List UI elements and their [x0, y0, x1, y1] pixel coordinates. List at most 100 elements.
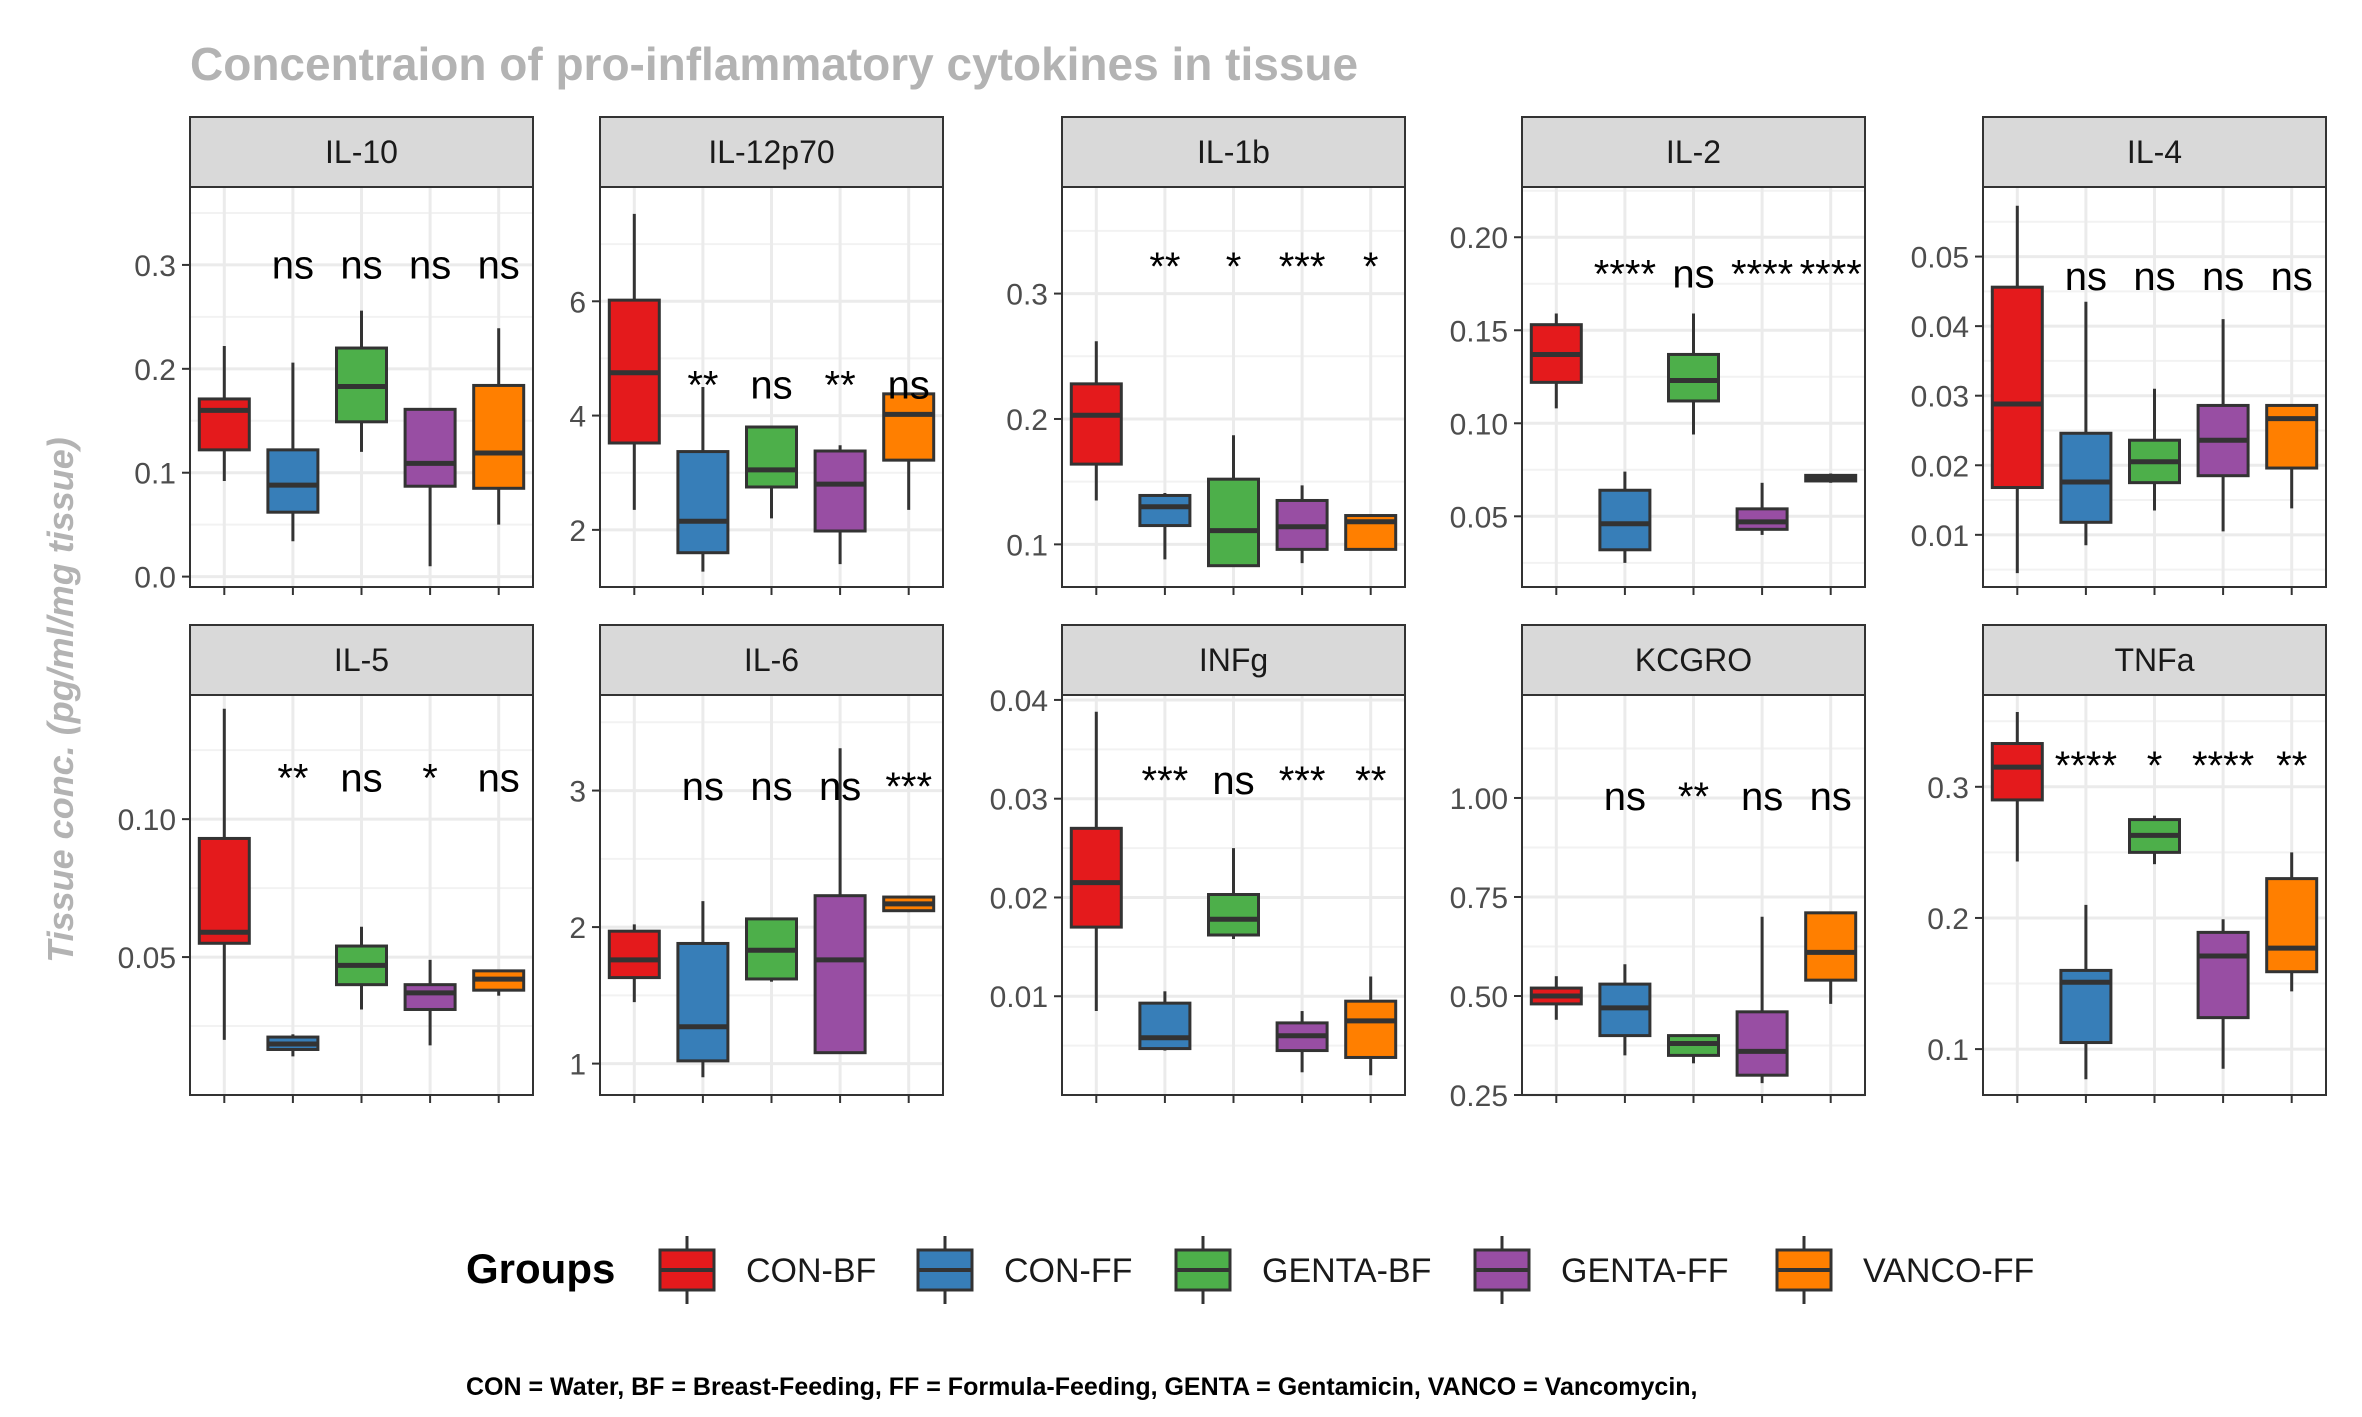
facet-strip — [1521, 624, 1866, 696]
box-genta-bf — [1667, 1034, 1720, 1064]
box-con-ff — [2059, 904, 2113, 1080]
box-genta-bf — [2128, 388, 2181, 511]
box-genta-bf — [1667, 313, 1720, 435]
facet-strip-label: INFg — [1199, 642, 1268, 678]
significance-label: **** — [2055, 744, 2117, 788]
facet-strip-label: IL-5 — [334, 642, 389, 678]
box-con-ff — [1598, 471, 1652, 563]
box-con-bf — [1069, 341, 1123, 501]
y-tick-label: 0.3 — [134, 250, 176, 283]
y-tick-label: 0.2 — [1006, 404, 1048, 437]
box-iqr — [1207, 477, 1260, 568]
y-tick-label: 0.1 — [134, 458, 176, 491]
y-tick-label: 0.20 — [1450, 222, 1508, 255]
significance-label: *** — [1279, 759, 1326, 803]
y-tick-label: 0.05 — [1911, 242, 1969, 275]
significance-label: * — [1363, 245, 1379, 289]
y-tick-label: 6 — [569, 286, 586, 319]
facet-strip — [189, 116, 534, 188]
box-iqr — [197, 397, 251, 452]
significance-label: ns — [682, 765, 724, 809]
significance-label: ns — [750, 765, 792, 809]
box-vanco-ff — [472, 969, 526, 996]
facet-strip — [1982, 116, 2327, 188]
box-genta-bf — [745, 917, 798, 982]
significance-label: ns — [819, 765, 861, 809]
facet-strip-label: KCGRO — [1635, 642, 1752, 678]
box-iqr — [197, 836, 251, 945]
significance-label: ns — [1810, 775, 1852, 819]
box-iqr — [1735, 507, 1789, 531]
box-genta-ff — [1275, 1011, 1329, 1073]
significance-label: ns — [750, 363, 792, 407]
legend-label: CON-BF — [746, 1252, 876, 1290]
y-tick-label: 3 — [569, 776, 586, 809]
legend-label: GENTA-FF — [1561, 1252, 1728, 1290]
box-genta-bf — [335, 310, 388, 452]
box-con-bf — [1069, 711, 1123, 1012]
significance-label: ns — [2202, 255, 2244, 299]
significance-label: **** — [1800, 252, 1862, 296]
box-genta-ff — [2196, 319, 2250, 532]
facet-strip-label: TNFa — [2115, 642, 2195, 678]
box-iqr — [403, 983, 457, 1011]
box-genta-ff — [813, 445, 867, 565]
box-iqr — [1138, 493, 1192, 528]
panel-il-5: ** ns * ns 0.05 0.10 IL-5 — [118, 624, 534, 1103]
box-iqr — [1990, 285, 2044, 490]
y-tick-label: 0.3 — [1927, 772, 1969, 805]
box-vanco-ff — [1804, 473, 1858, 483]
facet-strip-label: IL-2 — [1666, 134, 1721, 170]
y-tick-label: 0.75 — [1450, 882, 1508, 915]
box-iqr — [607, 929, 661, 980]
box-con-bf — [607, 924, 661, 1003]
y-tick-label: 0.3 — [1006, 279, 1048, 312]
significance-label: ns — [340, 243, 382, 287]
y-tick-label: 2 — [569, 912, 586, 945]
box-genta-ff — [1275, 485, 1329, 564]
box-iqr — [2265, 877, 2319, 974]
box-iqr — [1990, 742, 2044, 802]
y-tick-label: 0.10 — [1450, 408, 1508, 441]
legend-key-genta-ff: GENTA-FF — [1473, 1236, 1728, 1304]
box-con-bf — [197, 708, 251, 1040]
box-iqr — [676, 450, 730, 555]
legend-key-vanco-ff: VANCO-FF — [1775, 1236, 2034, 1304]
significance-label: ** — [825, 363, 856, 407]
box-genta-bf — [1207, 848, 1260, 939]
y-tick-label: 0.50 — [1450, 981, 1508, 1014]
significance-label: **** — [1731, 252, 1793, 296]
legend-label: GENTA-BF — [1262, 1252, 1431, 1290]
box-genta-ff — [2196, 919, 2250, 1069]
facet-strip-label: IL-4 — [2127, 134, 2182, 170]
box-iqr — [2265, 403, 2319, 470]
box-iqr — [1667, 352, 1720, 403]
box-iqr — [2196, 930, 2250, 1020]
box-con-bf — [1990, 712, 2044, 862]
significance-label: ** — [1149, 245, 1180, 289]
facet-strip — [1982, 624, 2327, 696]
box-iqr — [1735, 1010, 1789, 1077]
significance-label: *** — [1279, 245, 1326, 289]
significance-label: ns — [478, 757, 520, 801]
box-vanco-ff — [2265, 852, 2319, 992]
significance-label: ns — [2065, 255, 2107, 299]
box-iqr — [1069, 382, 1123, 466]
box-iqr — [882, 392, 936, 462]
box-vanco-ff — [2265, 403, 2319, 509]
box-con-ff — [266, 362, 320, 542]
box-con-bf — [1529, 976, 1583, 1020]
legend-title: Groups — [466, 1245, 615, 1292]
y-tick-label: 1 — [569, 1049, 586, 1082]
box-genta-ff — [403, 407, 457, 567]
box-vanco-ff — [1804, 911, 1858, 1004]
y-tick-label: 0.10 — [118, 804, 176, 837]
significance-label: ns — [272, 243, 314, 287]
box-con-bf — [607, 213, 661, 510]
box-vanco-ff — [1344, 514, 1398, 551]
